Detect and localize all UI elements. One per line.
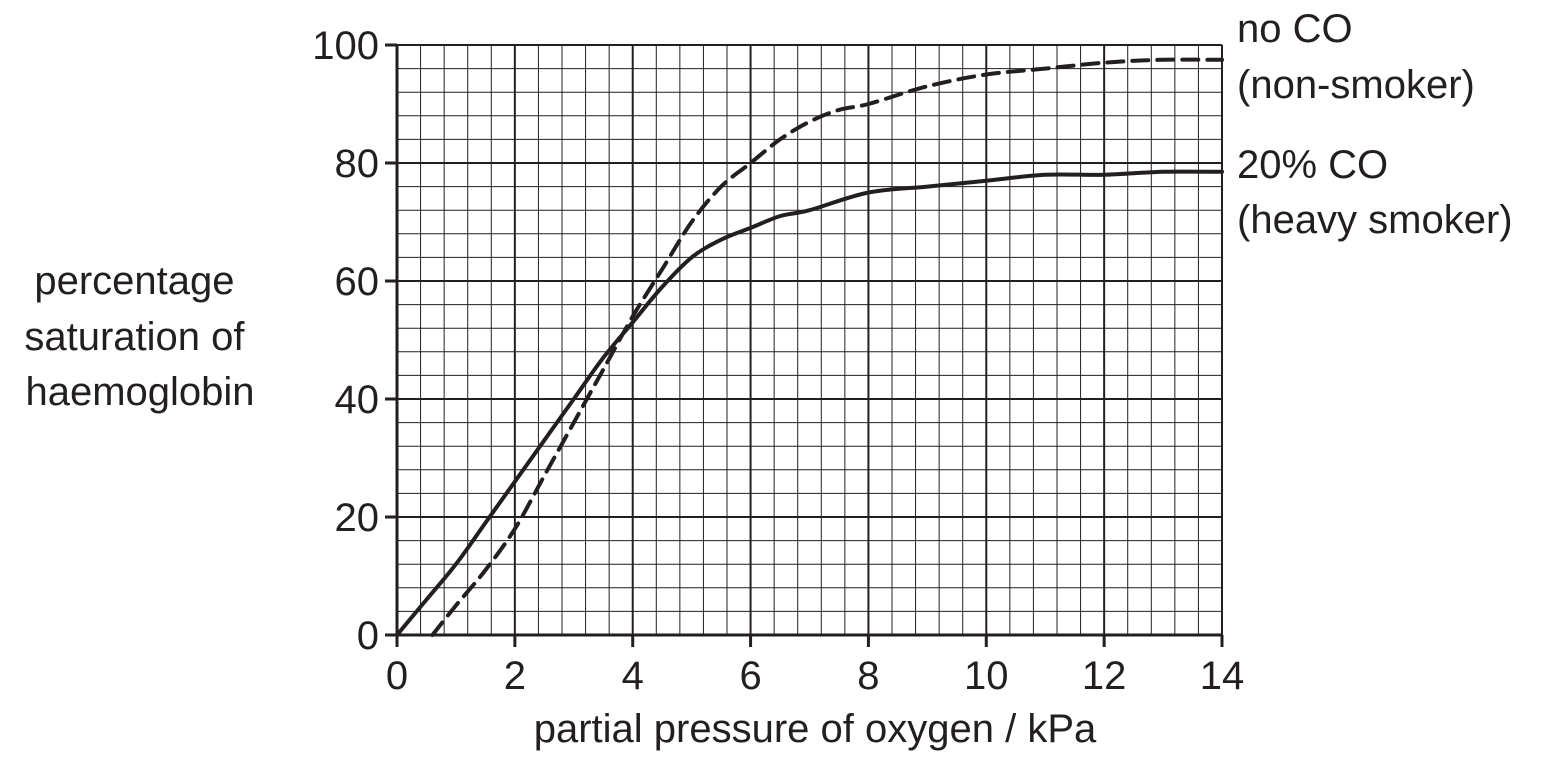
y-axis-title-line-1: percentage (34, 259, 234, 303)
series-label-20-co: 20% CO (heavy smoker) (1237, 143, 1513, 242)
y-tick-labels: 0 20 40 60 80 100 (312, 24, 379, 658)
series-label-line: 20% CO (1237, 143, 1388, 187)
y-axis-title-line-3: haemoglobin (25, 370, 254, 414)
series-label-line: no CO (1237, 7, 1353, 51)
curve-20-co (395, 169, 1224, 637)
axes (385, 43, 1224, 647)
y-axis-title: percentage saturation of haemoglobin (24, 259, 255, 414)
y-tick-label: 0 (357, 614, 379, 658)
x-tick-label: 2 (504, 654, 526, 698)
x-tick-labels: 0 2 4 6 8 10 12 14 (386, 654, 1244, 698)
series-label-line: (heavy smoker) (1237, 198, 1513, 242)
x-tick-label: 10 (964, 654, 1009, 698)
curve-no-co (430, 57, 1224, 637)
major-grid (396, 44, 1223, 636)
x-tick-label: 12 (1082, 654, 1127, 698)
x-axis-title: partial pressure of oxygen / kPa (534, 707, 1097, 751)
x-tick-label: 0 (386, 654, 408, 698)
series-label-no-co: no CO (non-smoker) (1237, 7, 1475, 107)
series-labels: no CO (non-smoker) 20% CO (heavy smoker) (1237, 7, 1513, 242)
y-axis-title-line-2: saturation of (24, 315, 245, 359)
x-tick-label: 14 (1200, 654, 1245, 698)
y-tick-label: 80 (335, 142, 380, 186)
y-tick-label: 60 (335, 260, 380, 304)
x-tick-label: 6 (739, 654, 761, 698)
minor-grid (396, 44, 1223, 636)
y-tick-label: 100 (312, 24, 379, 68)
x-tick-label: 4 (622, 654, 644, 698)
series-label-line: (non-smoker) (1237, 63, 1475, 107)
curves (395, 57, 1224, 637)
x-tick-label: 8 (857, 654, 879, 698)
y-tick-label: 20 (335, 496, 380, 540)
y-tick-label: 40 (335, 378, 380, 422)
